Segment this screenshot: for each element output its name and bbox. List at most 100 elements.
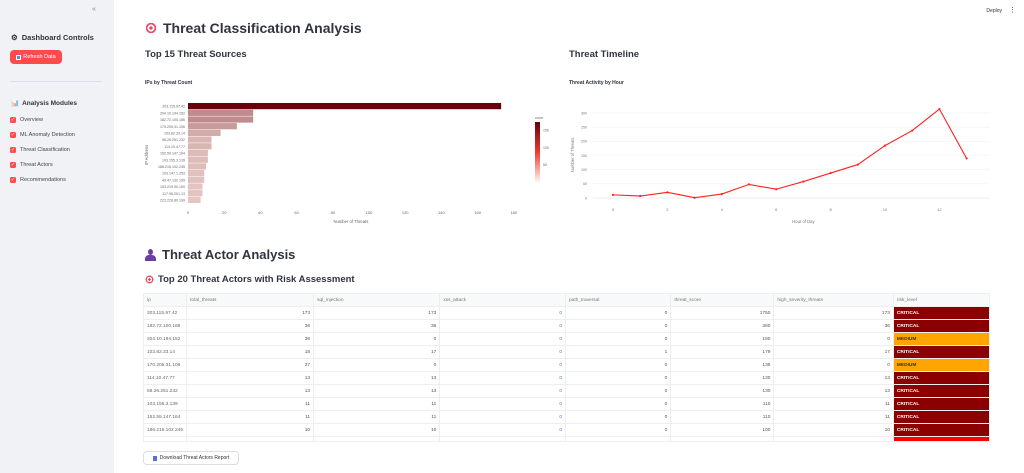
- data-point[interactable]: [965, 157, 968, 160]
- table-row[interactable]: 152.59.147.164 11 11 0 0 110 11 CRITICAL: [142, 410, 991, 424]
- deploy-button[interactable]: Deploy: [986, 8, 1002, 14]
- column-header-sql_injection[interactable]: sql_injection: [313, 293, 441, 307]
- x-tick: 180: [510, 210, 517, 215]
- data-point[interactable]: [911, 129, 914, 132]
- module-recommendations[interactable]: ✓ Recommendations: [10, 176, 66, 183]
- threat-timeline-line-chart[interactable]: 0 50 100 150 200 250 300 0 2 4 6 8 10 12 Hour of Day Nu…: [565, 105, 995, 230]
- table-row[interactable]: 203.115.97.42 173 173 0 0 1750 173 CRITICAL: [142, 306, 991, 320]
- bar[interactable]: [188, 170, 205, 177]
- timeline-heading: Threat Timeline: [569, 49, 640, 60]
- bar[interactable]: [188, 163, 207, 170]
- data-point[interactable]: [883, 144, 887, 147]
- bar[interactable]: [188, 116, 254, 123]
- bar[interactable]: [188, 176, 205, 183]
- bar-label: 58.26.251.232: [162, 138, 185, 142]
- cell-sql_injection: 0: [313, 332, 441, 346]
- cell-risk_level: MEDIUM: [892, 332, 991, 346]
- bar[interactable]: [188, 136, 212, 143]
- data-point[interactable]: [693, 196, 696, 199]
- bar[interactable]: [188, 190, 203, 197]
- data-point[interactable]: [775, 188, 778, 191]
- data-point[interactable]: [639, 194, 642, 198]
- bar[interactable]: [188, 156, 208, 163]
- data-point[interactable]: [938, 107, 941, 111]
- x-tick: 4: [721, 207, 724, 212]
- data-point[interactable]: [720, 192, 723, 196]
- bar[interactable]: [188, 143, 212, 150]
- cell-threat_score: 130: [670, 384, 775, 398]
- column-header-xss_attack[interactable]: xss_attack: [439, 293, 567, 307]
- colorbar-tick: 100: [543, 146, 549, 150]
- cell-xss_attack: 0: [439, 358, 567, 372]
- checkbox-checked-icon[interactable]: ✓: [10, 116, 16, 123]
- cell-high_severity_threats: 13: [773, 384, 894, 398]
- table-row[interactable]: 58.26.251.232 13 13 0 0 130 13 CRITICAL: [142, 384, 991, 398]
- table-row[interactable]: 170.205.31.106 27 0 0 0 135 0 MEDIUM: [142, 358, 991, 372]
- colorbar-tick: 50: [543, 163, 547, 167]
- checkbox-checked-icon[interactable]: ✓: [10, 161, 16, 168]
- cell-threat_score: 100: [670, 423, 775, 437]
- cell-total_threats: 13: [186, 384, 315, 398]
- data-point[interactable]: [856, 163, 859, 166]
- table-row[interactable]: 204.10.194.152 36 0 0 0 180 0 MEDIUM: [142, 332, 991, 346]
- cell-xss_attack: 0: [439, 384, 567, 398]
- data-point[interactable]: [611, 193, 615, 196]
- bar[interactable]: [188, 103, 502, 110]
- bar[interactable]: [188, 196, 201, 203]
- cell-total_threats: 36: [186, 332, 315, 346]
- download-report-button[interactable]: Download Threat Actors Report: [143, 451, 239, 465]
- checkbox-checked-icon[interactable]: ✓: [10, 146, 16, 153]
- cell-path_traversal: 0: [565, 397, 672, 411]
- cell-risk_level: CRITICAL: [892, 319, 991, 333]
- table-row[interactable]: 182.72.100.186 36 36 0 0 360 36 CRITICAL: [142, 319, 991, 333]
- module-threat-actors[interactable]: ✓ Threat Actors: [10, 161, 53, 168]
- menu-icon[interactable]: ⋮: [1009, 7, 1016, 14]
- x-tick: 8: [829, 207, 832, 212]
- checkbox-checked-icon[interactable]: ✓: [10, 131, 16, 138]
- table-row[interactable]: 103.82.33.14 18 17 0 1 179 17 CRITICAL: [142, 345, 991, 359]
- checkbox-checked-icon[interactable]: ✓: [10, 176, 16, 183]
- bar[interactable]: [188, 149, 208, 157]
- refresh-data-button[interactable]: Refresh Data: [10, 50, 62, 64]
- threat-sources-bar-chart[interactable]: 203.115.97.42 204.10.194.152 182.72.100.18…: [130, 95, 560, 230]
- bar[interactable]: [188, 123, 237, 130]
- column-header-path_traversal[interactable]: path_traversal: [565, 293, 672, 307]
- table-row[interactable]: 114.10.47.77 13 13 0 0 130 13 CRITICAL: [142, 371, 991, 385]
- module-ml-anomaly[interactable]: ✓ ML Anomaly Detection: [10, 131, 75, 138]
- table-row[interactable]: 186.215.102.245 10 10 0 0 100 10 CRITICAL: [142, 423, 991, 437]
- page-title: Threat Classification Analysis: [145, 20, 362, 36]
- cell-sql_injection: 173: [313, 306, 441, 320]
- collapse-sidebar-icon[interactable]: «: [92, 6, 96, 13]
- x-axis-label: Number of Threats: [333, 219, 368, 224]
- cell-sql_injection: 11: [313, 410, 441, 424]
- data-point[interactable]: [747, 183, 751, 186]
- cell-total_threats: 18: [186, 345, 315, 359]
- cell-path_traversal: 0: [565, 358, 672, 372]
- target-icon: [145, 275, 154, 284]
- cell-total_threats: 27: [186, 358, 315, 372]
- column-header-high_severity_threats[interactable]: high_severity_threats: [773, 293, 894, 307]
- x-tick: 60: [294, 210, 299, 215]
- x-tick: 0: [187, 210, 190, 215]
- bar[interactable]: [188, 183, 203, 190]
- cell-total_threats: 173: [186, 306, 315, 320]
- cell-path_traversal: 0: [565, 306, 672, 320]
- bar-label: 117.96.201.13: [162, 192, 185, 196]
- column-header-risk_level[interactable]: risk_level: [892, 293, 991, 307]
- cell-risk_level: MEDIUM: [892, 358, 991, 372]
- cell-threat_score: 360: [670, 319, 775, 333]
- data-point[interactable]: [666, 191, 669, 194]
- column-header-threat_score[interactable]: threat_score: [670, 293, 775, 307]
- x-tick: 120: [402, 210, 409, 215]
- column-header-total_threats[interactable]: total_threats: [186, 293, 315, 307]
- module-threat-classification[interactable]: ✓ Threat Classification: [10, 146, 70, 153]
- bar[interactable]: [188, 109, 254, 116]
- data-point[interactable]: [829, 171, 832, 175]
- table-row[interactable]: 103.155.3.139 11 11 0 0 110 11 CRITICAL: [142, 397, 991, 411]
- data-point[interactable]: [802, 180, 805, 183]
- module-overview[interactable]: ✓ Overview: [10, 116, 43, 123]
- bar[interactable]: [188, 129, 221, 136]
- threat-actors-table[interactable]: ip total_threats sql_injection xss_attack pa…: [142, 293, 991, 442]
- column-header-ip[interactable]: ip: [142, 293, 188, 307]
- bar-label: 103.147.1.253: [162, 172, 185, 176]
